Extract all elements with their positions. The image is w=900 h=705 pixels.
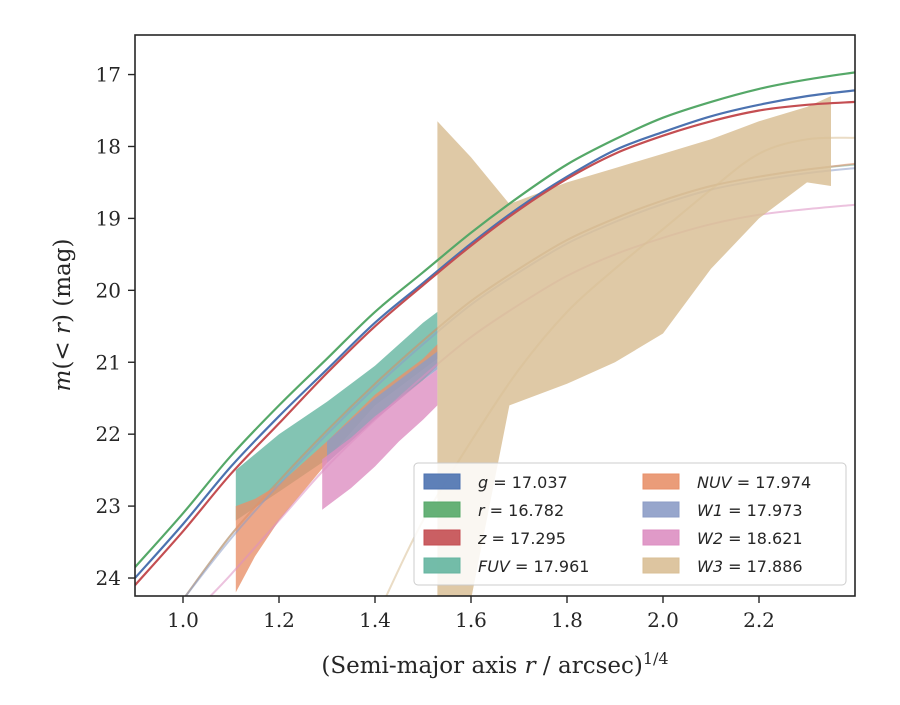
curve-g — [135, 89, 855, 579]
curve-r — [135, 71, 855, 568]
x-axis-title-sup: 1/4 — [643, 649, 669, 668]
legend-value-g: = 17.037 — [488, 473, 568, 492]
x-axis-title-var: r — [525, 653, 538, 679]
x-axis-ticks: 1.0 1.2 1.4 1.6 1.8 2.0 2.2 — [167, 596, 775, 632]
y-axis-title-var: m — [50, 370, 76, 392]
series-curves — [135, 71, 855, 586]
legend-value-fuv: = 17.961 — [510, 557, 590, 576]
x-tick-label: 1.8 — [551, 608, 583, 632]
legend-var-w1: W1 — [697, 501, 723, 520]
legend-var-r: r — [478, 501, 486, 520]
legend-box — [413, 462, 847, 586]
x-axis-title: (Semi-major axis r / arcsec)1/4 — [321, 649, 668, 679]
y-tick-label: 19 — [96, 206, 121, 230]
legend-swatch-g — [423, 473, 461, 490]
legend-label-g: g = 17.037 — [478, 473, 568, 492]
legend-var-w2: W2 — [697, 529, 723, 548]
legend-value-r: = 16.782 — [485, 501, 565, 520]
legend-var-g: g — [478, 473, 488, 492]
x-tick-label: 1.2 — [263, 608, 295, 632]
y-tick-label: 20 — [96, 278, 121, 302]
y-axis-title: m(< r) (mag) — [50, 239, 76, 392]
x-tick-label: 1.4 — [359, 608, 391, 632]
legend-swatch-r — [423, 501, 461, 518]
y-axis-title-close: ) — [50, 314, 76, 323]
y-axis-title-r: r — [50, 321, 76, 334]
legend-var-z: z — [477, 529, 487, 548]
curve-z — [135, 100, 855, 586]
legend-value-nuv: = 17.974 — [732, 473, 812, 492]
legend-value-w2: = 18.621 — [723, 529, 803, 548]
uncertainty-bands — [184, 96, 855, 596]
y-axis-title-open: ( — [50, 361, 76, 370]
x-tick-label: 1.0 — [167, 608, 199, 632]
plot-frame — [134, 34, 856, 597]
x-tick-label: 2.2 — [743, 608, 775, 632]
legend-label-w3: W3 = 17.886 — [697, 557, 803, 576]
legend-swatch-w3 — [642, 557, 680, 574]
y-tick-label: 17 — [96, 63, 121, 87]
band-w2 — [322, 369, 438, 510]
legend-value-w3: = 17.886 — [723, 557, 803, 576]
legend-label-nuv: NUV = 17.974 — [697, 473, 811, 492]
y-tick-label: 23 — [96, 494, 121, 518]
legend-var-fuv: FUV — [478, 557, 511, 576]
legend-swatch-fuv — [423, 557, 461, 574]
legend-swatch-w1 — [642, 501, 680, 518]
band-fuv — [235, 311, 438, 521]
legend-swatch-w2 — [642, 529, 680, 546]
x-tick-label: 1.6 — [455, 608, 487, 632]
legend-value-w1: = 17.973 — [723, 501, 803, 520]
band-w3 — [437, 96, 831, 596]
y-tick-label: 24 — [96, 566, 121, 590]
x-axis-title-post: / arcsec) — [536, 653, 643, 679]
legend-label-w1: W1 = 17.973 — [697, 501, 803, 520]
legend-swatch-nuv — [642, 473, 680, 490]
legend-var-w3: W3 — [697, 557, 723, 576]
legend-label-w2: W2 = 18.621 — [697, 529, 803, 548]
y-tick-label: 21 — [96, 350, 121, 374]
y-tick-label: 18 — [96, 134, 121, 158]
legend-swatch-z — [423, 529, 461, 546]
legend-var-nuv: NUV — [697, 473, 733, 492]
legend-label-r: r = 16.782 — [478, 501, 564, 520]
x-tick-label: 2.0 — [647, 608, 679, 632]
legend-label-fuv: FUV = 17.961 — [478, 557, 589, 576]
legend-label-z: z = 17.295 — [477, 529, 566, 548]
y-tick-label: 22 — [96, 422, 121, 446]
legend-value-z: = 17.295 — [486, 529, 566, 548]
y-axis-title-lt: < — [50, 334, 76, 361]
x-axis-title-pre: (Semi-major axis — [321, 653, 524, 679]
y-axis-ticks: 17 18 19 20 21 22 23 24 — [96, 63, 135, 590]
y-axis-title-unit: (mag) — [50, 239, 76, 315]
